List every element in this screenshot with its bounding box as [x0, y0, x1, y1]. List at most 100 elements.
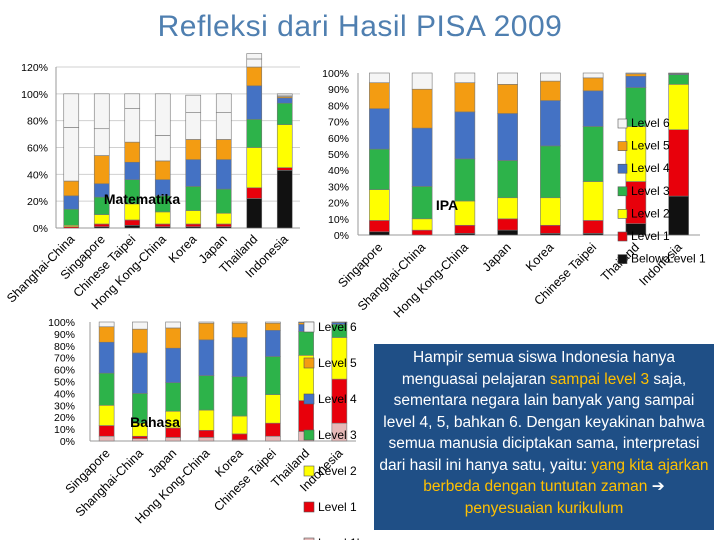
y-tick-label: 90%	[54, 329, 75, 341]
bar-japan-level-6	[215, 93, 232, 113]
bar-korea-level-1	[231, 433, 248, 441]
bar-japan-level-6	[497, 72, 518, 85]
note-highlight-kurikulum: penyesuaian kurikulum	[464, 499, 624, 517]
legend-swatch-level-6	[303, 321, 315, 333]
chart-title: Matematika	[104, 191, 180, 207]
legend-label-level-6: Level 6	[631, 116, 670, 130]
bar-thailand-level-6	[625, 72, 647, 75]
y-tick-label: 40%	[54, 388, 75, 400]
y-tick-label: 120%	[21, 62, 48, 74]
bar-singapore-level-6	[98, 321, 115, 328]
bar-shanghai-china-level-1b	[132, 438, 148, 442]
bar-korea-level-6	[185, 94, 202, 113]
y-tick-label: 20%	[27, 196, 48, 208]
legend-label-level-4: Level 4	[318, 392, 357, 406]
bar-chinese-taipei-level-6	[124, 93, 141, 109]
bar-hong-kong-china-level-6	[198, 321, 215, 324]
legend-swatch-level-2	[303, 465, 315, 477]
note-text-1: Hampir semua siswa Indonesia hanya mengu…	[401, 349, 675, 388]
y-tick-label: 50%	[328, 149, 349, 161]
bar-singapore-level-1	[98, 425, 115, 437]
bar-thailand-level-6	[246, 53, 263, 60]
bar-chinese-taipei-level-6	[582, 72, 604, 79]
note-highlight-level3: sampai level 3	[550, 370, 650, 388]
y-tick-label: 60%	[27, 143, 48, 155]
legend-swatch-level-6	[617, 118, 628, 129]
y-tick-label: 50%	[54, 377, 75, 389]
bar-chinese-taipei-level-1	[265, 422, 281, 437]
legend-label-level-2: Level 2	[631, 206, 670, 220]
y-tick-label: 40%	[328, 165, 349, 177]
bar-hong-kong-china-level-4	[198, 339, 215, 376]
bar-korea-level-2	[231, 415, 248, 435]
chart-title: Bahasa	[130, 414, 180, 430]
bar-korea-level-3	[231, 376, 248, 417]
bar-hong-kong-china-level-1b	[198, 437, 215, 442]
legend-swatch-level-2	[617, 209, 628, 219]
bar-japan-level-5	[165, 327, 181, 349]
bar-singapore-level-1b	[98, 435, 115, 442]
bar-singapore-level-2	[98, 404, 115, 426]
legend-label-below-level-1: Below Level 1	[631, 252, 706, 266]
note-highlight-zaman: yang kita ajarkan berbeda dengan tuntuta…	[423, 456, 709, 496]
bar-singapore-level-3	[98, 372, 115, 406]
y-tick-label: 60%	[54, 365, 75, 377]
bar-chinese-taipei-level-3	[265, 356, 281, 395]
bar-hong-kong-china-level-5	[198, 322, 215, 341]
bar-japan-level-3	[165, 382, 181, 412]
y-tick-label: 30%	[328, 181, 349, 193]
legend-label-level-2: Level 2	[318, 464, 357, 478]
bar-korea-level-6	[231, 321, 248, 324]
bar-korea-level-6	[540, 72, 561, 82]
y-tick-label: 70%	[54, 353, 75, 365]
legend-swatch-level-4	[303, 393, 315, 405]
y-tick-label: 10%	[328, 214, 349, 226]
bar-hong-kong-china-level-2	[198, 409, 215, 431]
bar-japan-level-4	[165, 347, 181, 383]
bar-shanghai-china-level-1	[132, 435, 148, 439]
bar-singapore-level-5	[98, 326, 115, 343]
legend-swatch-level-1b	[303, 537, 315, 540]
legend-swatch-level-3	[617, 186, 628, 197]
bar-hong-kong-china-level-1	[198, 429, 215, 438]
y-tick-label: 10%	[54, 424, 75, 436]
y-tick-label: 90%	[328, 84, 349, 96]
legend-label-level-1b: Level 1b	[318, 536, 364, 540]
legend-swatch-level-5	[617, 141, 628, 151]
bar-shanghai-china-level-5	[132, 328, 148, 354]
legend-label-level-1: Level 1	[318, 500, 357, 514]
legend-swatch-level-1	[303, 501, 315, 513]
legend-swatch-level-1	[617, 231, 628, 242]
page-title: Refleksi dari Hasil PISA 2009	[157, 10, 563, 43]
y-tick-label: 80%	[328, 100, 349, 112]
bar-thailand-level-3	[298, 331, 314, 356]
bar-korea-level-5	[231, 322, 248, 338]
bar-thailand-level-1	[298, 400, 314, 432]
legend-swatch-level-4	[617, 163, 628, 174]
y-tick-label: 40%	[27, 169, 48, 181]
bar-hong-kong-china-level-6	[454, 72, 476, 84]
chart-title: IPA	[436, 197, 458, 213]
bar-chinese-taipei-level-4	[265, 330, 281, 357]
bar-shanghai-china-level-6	[411, 72, 433, 90]
conclusion-note: Hampir semua siswa Indonesia hanya mengu…	[374, 344, 714, 530]
bar-chinese-taipei-level-6	[265, 321, 281, 324]
bar-shanghai-china-level-6	[132, 321, 148, 330]
legend-swatch-below-level-1	[617, 254, 628, 264]
legend-label-level-3: Level 3	[318, 428, 357, 442]
legend-swatch-level-3	[303, 429, 315, 441]
bar-japan-level-1b	[165, 437, 181, 442]
bar-singapore-level-6	[369, 72, 390, 84]
legend-label-level-6: Level 6	[318, 320, 357, 334]
legend-label-level-4: Level 4	[631, 161, 670, 175]
y-tick-label: 0%	[33, 223, 48, 235]
bar-hong-kong-china-level-6	[154, 93, 171, 136]
bar-singapore-level-6	[93, 93, 110, 130]
bar-shanghai-china-level-4	[132, 352, 148, 394]
bar-chinese-taipei-level-1b	[265, 435, 281, 442]
y-tick-label: 100%	[322, 68, 349, 80]
y-tick-label: 80%	[27, 116, 48, 128]
bar-chinese-taipei-level-5	[265, 322, 281, 331]
